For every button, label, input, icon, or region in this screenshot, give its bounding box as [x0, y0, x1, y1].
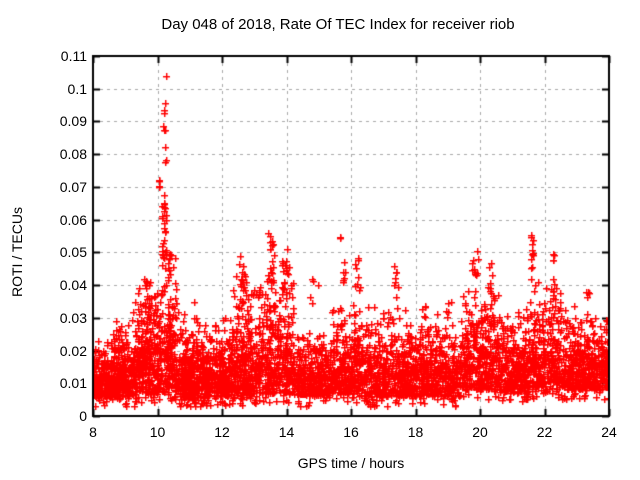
y-tick-label: 0 — [79, 408, 87, 424]
x-tick-label: 24 — [601, 424, 617, 440]
y-tick-label: 0.1 — [67, 80, 87, 97]
x-tick-label: 18 — [407, 424, 424, 440]
x-tick-label: 22 — [536, 424, 553, 440]
y-tick-label: 0.08 — [59, 146, 87, 163]
y-tick-label: 0.05 — [59, 244, 87, 261]
x-tick-label: 20 — [472, 424, 488, 440]
y-tick-label: 0.02 — [59, 342, 87, 359]
x-tick-label: 16 — [343, 424, 359, 440]
y-tick-label: 0.07 — [59, 178, 87, 195]
x-tick-label: 10 — [149, 424, 166, 440]
x-tick-label: 12 — [214, 424, 230, 440]
y-tick-label: 0.03 — [59, 309, 87, 326]
x-axis-label: GPS time / hours — [297, 455, 405, 471]
y-tick-label: 0.04 — [59, 277, 87, 294]
y-tick-label: 0.01 — [59, 375, 87, 392]
y-tick-label: 0.09 — [59, 113, 87, 130]
x-tick-label: 8 — [89, 424, 97, 440]
y-tick-label: 0.11 — [60, 48, 87, 64]
chart-title: Day 048 of 2018, Rate Of TEC Index for r… — [161, 16, 515, 33]
y-tick-label: 0.06 — [59, 211, 87, 228]
x-tick-label: 14 — [278, 424, 295, 440]
